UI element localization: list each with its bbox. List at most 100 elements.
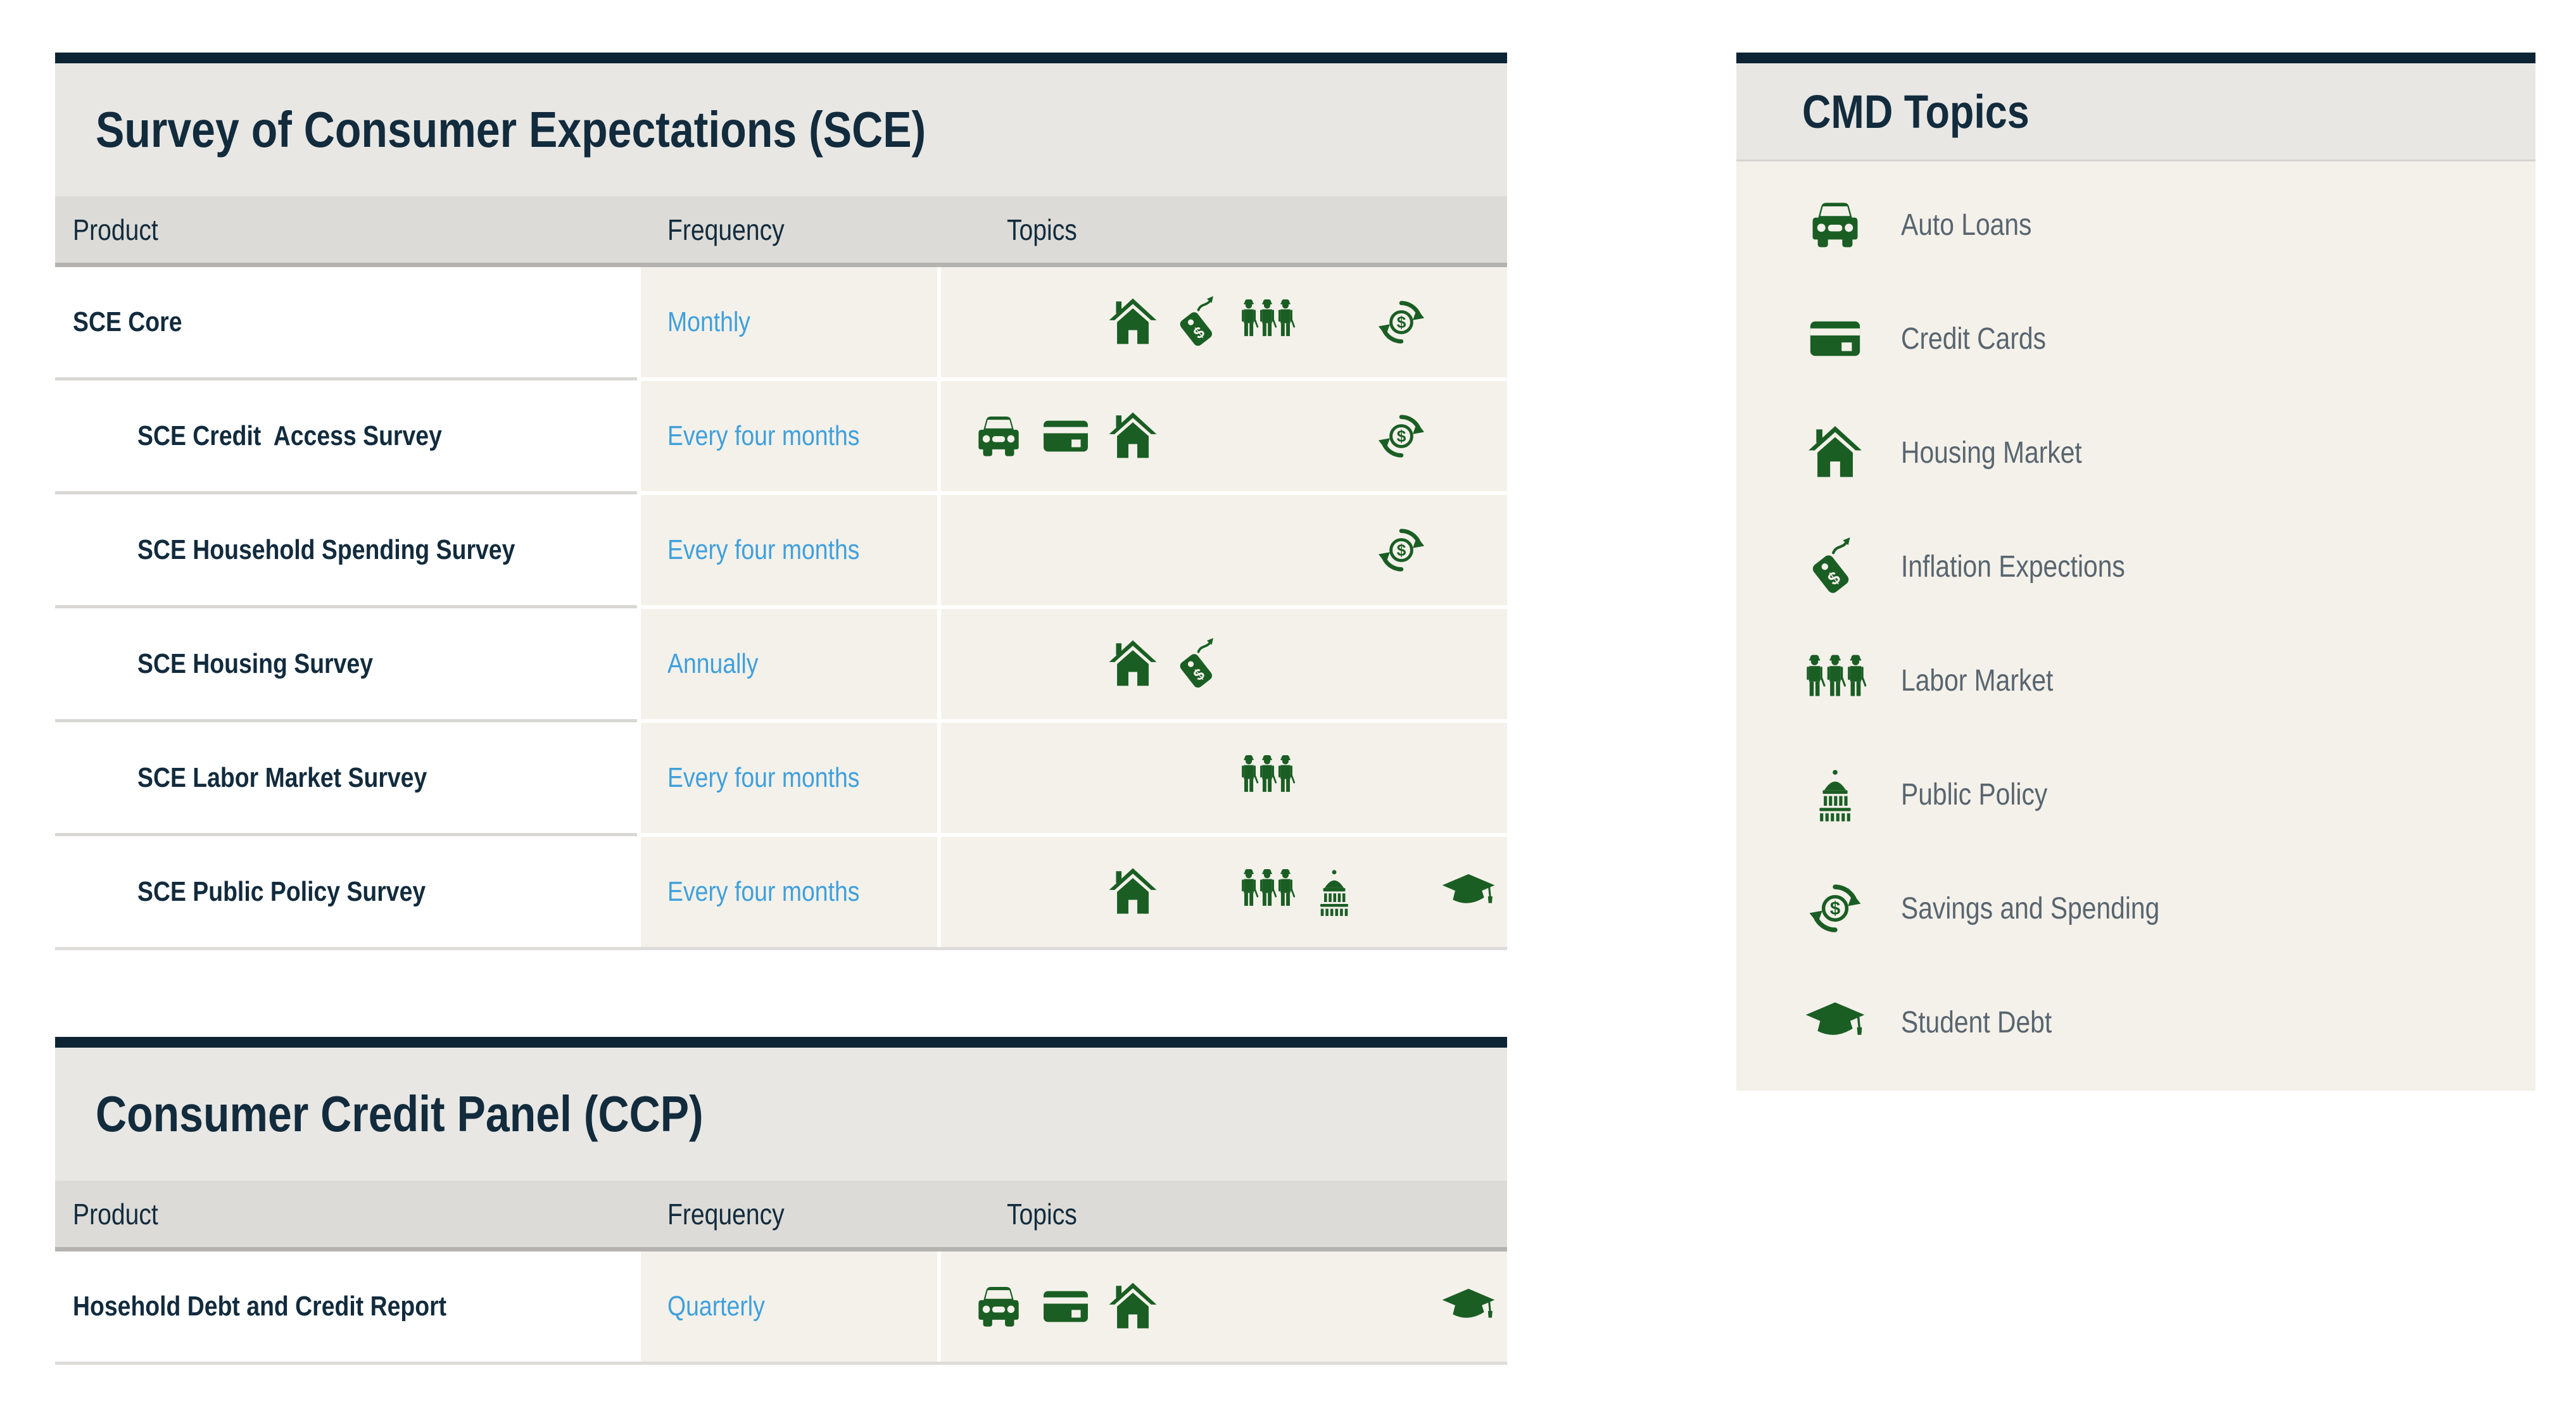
topic-slot-inflation-expections	[1166, 723, 1234, 833]
cmd-topic-icon	[1797, 655, 1873, 703]
topic-slot-savings-and-spending	[1368, 609, 1435, 719]
frequency-value: Every four months	[667, 762, 860, 793]
topic-slot-inflation-expections: $	[1166, 267, 1234, 377]
table-row: SCE Public Policy Survey Every four mont…	[55, 837, 1507, 947]
cmd-topics-panel: CMD Topics Auto Loans Credit Cards	[1736, 53, 2535, 1091]
savings-and-spending-icon: $	[1809, 882, 1861, 934]
cmd-topic-label: Credit Cards	[1901, 322, 2047, 356]
product-name: SCE Public Policy Survey	[137, 876, 426, 907]
savings-and-spending-icon: $	[1375, 410, 1427, 462]
savings-and-spending-icon: $	[1375, 296, 1427, 348]
frequency-cell: Every four months	[641, 837, 937, 947]
sce-table-card: Survey of Consumer Expectations (SCE) Pr…	[55, 53, 1507, 950]
credit-cards-icon	[1810, 315, 1860, 363]
topics-cell: $	[941, 381, 1507, 491]
topic-slot-auto-loans	[965, 495, 1032, 605]
topic-slot-housing-market	[1099, 267, 1166, 377]
labor-market-icon	[1239, 299, 1295, 345]
topic-slot-student-debt	[1435, 381, 1502, 491]
topics-cell: $	[941, 267, 1507, 377]
topic-slot-inflation-expections: $	[1166, 609, 1234, 719]
frequency-cell: Every four months	[641, 723, 937, 833]
table-row: SCE Housing Survey Annually $	[55, 609, 1507, 719]
topic-slot-auto-loans	[965, 837, 1032, 947]
svg-text:$: $	[1397, 541, 1406, 560]
cmd-topic-item: Auto Loans	[1736, 168, 2535, 282]
housing-market-icon	[1108, 411, 1158, 461]
topics-cell	[941, 837, 1507, 947]
topic-slot-labor-market	[1234, 495, 1301, 605]
topic-slot-credit-cards	[1032, 609, 1099, 719]
svg-text:$: $	[1830, 898, 1840, 919]
svg-text:$: $	[1397, 427, 1406, 446]
product-cell: SCE Household Spending Survey	[55, 495, 637, 605]
labor-market-icon	[1807, 655, 1867, 703]
topic-slot-housing-market	[1099, 495, 1166, 605]
topic-slot-labor-market	[1234, 267, 1301, 377]
student-debt-icon	[1441, 1279, 1496, 1334]
sce-title: Survey of Consumer Expectations (SCE)	[96, 101, 926, 158]
topic-slot-savings-and-spending: $	[1368, 267, 1435, 377]
cmd-topic-label: Public Policy	[1901, 777, 2048, 812]
savings-and-spending-icon: $	[1375, 524, 1427, 576]
cmd-top-bar	[1736, 53, 2535, 63]
product-cell: SCE Public Policy Survey	[55, 837, 637, 947]
cmd-topic-icon	[1797, 426, 1873, 477]
topic-slot-inflation-expections	[1166, 837, 1234, 947]
product-name: SCE Housing Survey	[137, 648, 374, 679]
product-cell: Hosehold Debt and Credit Report	[55, 1251, 637, 1362]
product-name: SCE Credit Access Survey	[137, 420, 442, 451]
auto-loans-icon	[976, 413, 1021, 459]
topic-slot-auto-loans	[965, 1251, 1032, 1362]
sce-title-band: Survey of Consumer Expectations (SCE)	[55, 63, 1507, 196]
topic-slot-housing-market	[1099, 1251, 1166, 1362]
cmd-topic-item: Student Debt	[1736, 965, 2535, 1079]
cmd-topic-icon	[1797, 315, 1873, 363]
cmd-topics-list: Auto Loans Credit Cards Housing Market $	[1736, 161, 2535, 1091]
housing-market-icon	[1809, 426, 1862, 477]
frequency-value: Every four months	[667, 534, 860, 565]
cmd-topic-icon	[1797, 770, 1873, 822]
topic-slot-public-policy	[1301, 495, 1368, 605]
cmd-topic-label: Student Debt	[1901, 1005, 2052, 1039]
student-debt-icon	[1805, 994, 1865, 1050]
topic-slot-savings-and-spending	[1368, 837, 1435, 947]
cmd-topic-icon	[1797, 994, 1873, 1050]
product-name: Hosehold Debt and Credit Report	[73, 1291, 447, 1322]
cmd-topic-icon: $	[1797, 882, 1873, 934]
cmd-topics-header: CMD Topics	[1736, 63, 2535, 161]
sce-header-row: Product Frequency Topics	[55, 196, 1507, 267]
product-name: SCE Labor Market Survey	[137, 762, 427, 793]
frequency-value: Annually	[667, 648, 759, 679]
topic-slot-auto-loans	[965, 609, 1032, 719]
sce-column-header-product: Product	[73, 213, 158, 246]
topic-slot-inflation-expections	[1166, 1251, 1234, 1362]
topic-slot-auto-loans	[965, 267, 1032, 377]
product-cell: SCE Credit Access Survey	[55, 381, 637, 491]
topic-slot-labor-market	[1234, 609, 1301, 719]
topic-slot-public-policy	[1301, 381, 1368, 491]
ccp-title-band: Consumer Credit Panel (CCP)	[55, 1048, 1507, 1181]
inflation-expections-icon: $	[1173, 637, 1227, 691]
topic-slot-labor-market	[1234, 837, 1301, 947]
topic-slot-public-policy	[1301, 267, 1368, 377]
cmd-topic-label: Labor Market	[1901, 663, 2054, 698]
public-policy-icon	[1811, 770, 1859, 822]
topic-slot-credit-cards	[1032, 1251, 1099, 1362]
table-row: SCE Credit Access Survey Every four mont…	[55, 381, 1507, 491]
topic-slot-labor-market	[1234, 381, 1301, 491]
product-cell: SCE Housing Survey	[55, 609, 637, 719]
topic-slot-student-debt	[1435, 267, 1502, 377]
inflation-expections-icon: $	[1173, 296, 1227, 349]
topics-cell: $	[941, 609, 1507, 719]
ccp-column-header-product: Product	[73, 1197, 158, 1231]
ccp-column-header-frequency: Frequency	[667, 1197, 785, 1231]
frequency-value: Monthly	[667, 306, 750, 337]
frequency-value: Every four months	[667, 876, 860, 907]
student-debt-icon	[1441, 864, 1496, 920]
topic-slot-public-policy	[1301, 1251, 1368, 1362]
cmd-topic-item: $ Savings and Spending	[1736, 851, 2535, 965]
topic-slot-auto-loans	[965, 723, 1032, 833]
credit-cards-icon	[1042, 412, 1090, 460]
frequency-cell: Every four months	[641, 495, 937, 605]
